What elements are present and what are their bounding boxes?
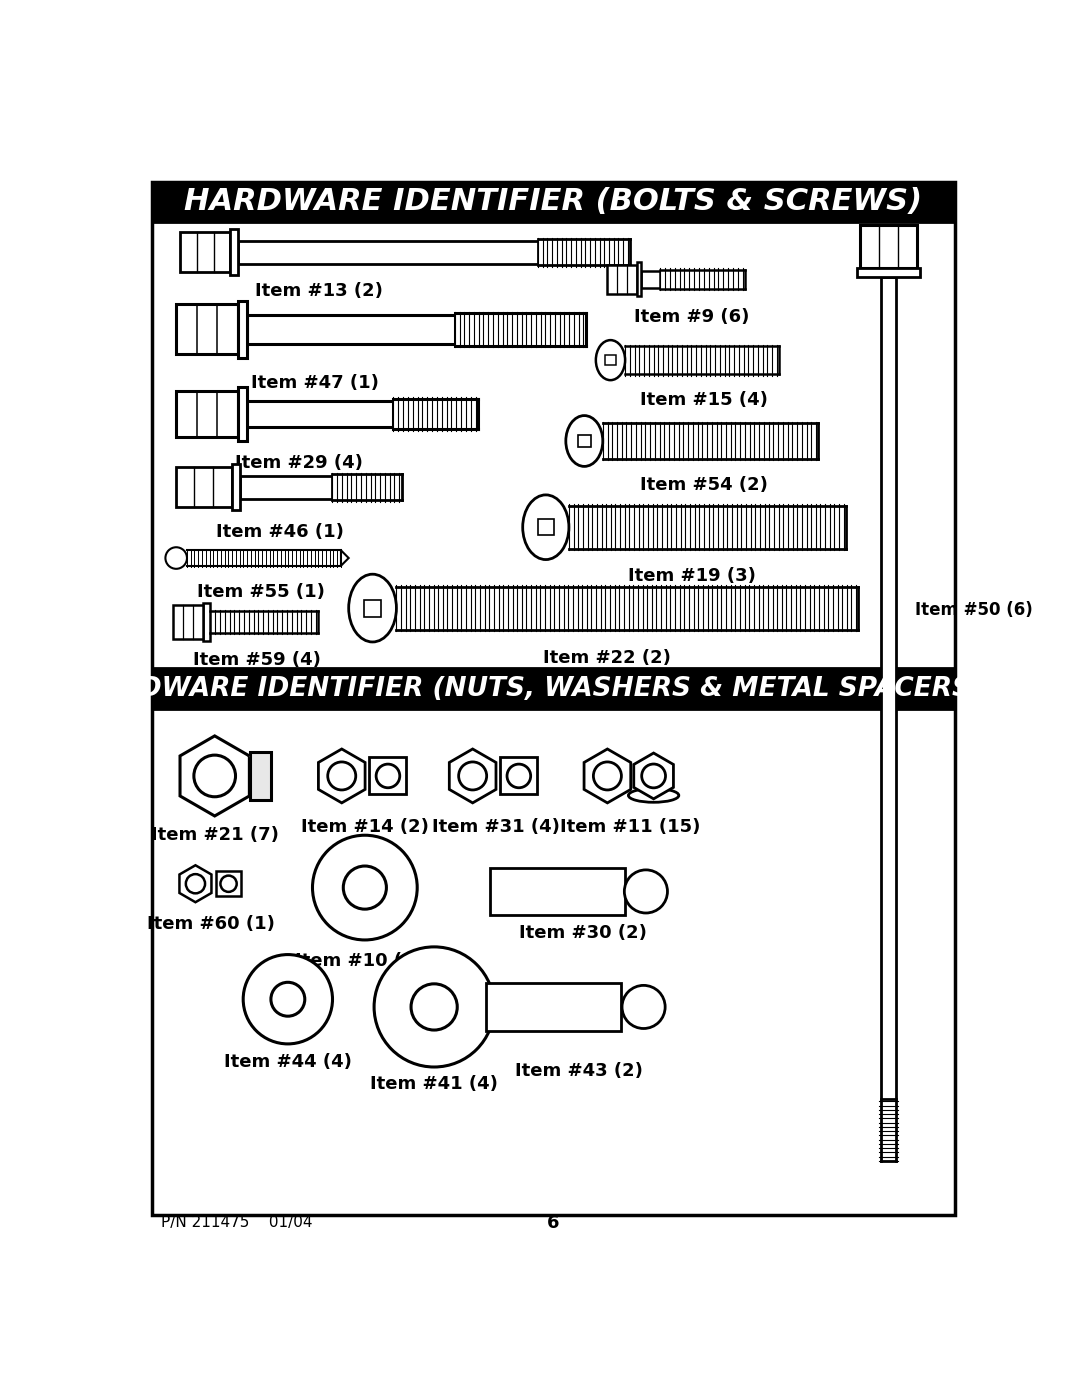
Circle shape (593, 761, 621, 789)
Bar (211, 610, 319, 633)
Bar (578, 434, 591, 447)
Circle shape (411, 983, 457, 1030)
Text: Item #30 (2): Item #30 (2) (518, 923, 647, 942)
Text: Item #11 (15): Item #11 (15) (561, 819, 701, 837)
Polygon shape (584, 749, 631, 803)
Text: HARDWARE IDENTIFIER (BOLTS & SCREWS): HARDWARE IDENTIFIER (BOLTS & SCREWS) (185, 187, 922, 217)
Text: P/N 211475    01/04: P/N 211475 01/04 (161, 1215, 312, 1229)
Circle shape (186, 875, 205, 893)
Bar (249, 752, 271, 800)
Bar (176, 305, 238, 355)
Text: Item #29 (4): Item #29 (4) (235, 454, 363, 472)
Circle shape (376, 764, 400, 788)
Polygon shape (179, 865, 212, 902)
Circle shape (624, 870, 667, 914)
Bar (396, 587, 859, 630)
Text: Item #14 (2): Item #14 (2) (301, 819, 429, 837)
Bar (881, 277, 896, 1099)
Bar (569, 506, 846, 549)
Text: Item #31 (4): Item #31 (4) (432, 819, 559, 837)
Bar (369, 757, 406, 795)
Bar (603, 423, 819, 458)
Circle shape (622, 985, 665, 1028)
Ellipse shape (566, 415, 603, 467)
Text: Item #44 (4): Item #44 (4) (224, 1053, 352, 1071)
Bar (500, 757, 538, 795)
Text: Item #50 (6): Item #50 (6) (916, 601, 1034, 619)
Circle shape (165, 548, 187, 569)
Bar (238, 387, 247, 440)
Ellipse shape (523, 495, 569, 560)
Text: Item #60 (1): Item #60 (1) (147, 915, 274, 933)
Circle shape (312, 835, 417, 940)
Bar (606, 355, 616, 365)
Bar (607, 264, 636, 293)
Bar (240, 475, 333, 499)
Text: Item #54 (2): Item #54 (2) (639, 475, 768, 493)
Bar (238, 240, 538, 264)
Bar (203, 604, 211, 641)
Bar (176, 467, 231, 507)
Text: Item #47 (1): Item #47 (1) (251, 374, 379, 393)
Bar (230, 229, 238, 275)
Bar (216, 872, 241, 897)
Polygon shape (341, 550, 349, 566)
Bar (176, 391, 238, 437)
Circle shape (459, 761, 487, 789)
Bar (636, 263, 642, 296)
Circle shape (507, 764, 530, 788)
Bar (538, 239, 631, 265)
Ellipse shape (349, 574, 396, 643)
Bar (393, 400, 478, 429)
Bar (490, 868, 624, 915)
Text: Item #15 (4): Item #15 (4) (639, 391, 768, 409)
Text: Item #43 (2): Item #43 (2) (515, 1062, 643, 1080)
Circle shape (642, 764, 665, 788)
Bar (856, 268, 920, 277)
Text: Item #19 (3): Item #19 (3) (629, 567, 756, 584)
Bar (247, 314, 455, 344)
Text: Item #13 (2): Item #13 (2) (255, 282, 382, 299)
Bar (238, 300, 247, 358)
Bar (231, 464, 240, 510)
Bar (625, 346, 779, 374)
Polygon shape (319, 749, 365, 803)
Bar (151, 182, 956, 222)
Bar (486, 983, 621, 1031)
Bar (180, 232, 230, 272)
Text: Item #21 (7): Item #21 (7) (151, 826, 279, 844)
Text: Item #10 (18): Item #10 (18) (295, 951, 435, 970)
Bar (455, 313, 585, 345)
Bar (173, 605, 203, 640)
Polygon shape (449, 749, 496, 803)
Bar (333, 474, 402, 500)
Circle shape (220, 876, 237, 891)
Bar (860, 225, 917, 268)
Bar (538, 520, 554, 535)
Circle shape (271, 982, 305, 1016)
Text: Item #9 (6): Item #9 (6) (634, 307, 750, 326)
Text: Item #22 (2): Item #22 (2) (543, 648, 672, 666)
Circle shape (374, 947, 495, 1067)
Polygon shape (180, 736, 249, 816)
Bar (247, 401, 393, 427)
Bar (151, 668, 956, 708)
Ellipse shape (596, 339, 625, 380)
Text: HARDWARE IDENTIFIER (NUTS, WASHERS & METAL SPACERS): HARDWARE IDENTIFIER (NUTS, WASHERS & MET… (78, 676, 984, 701)
Polygon shape (634, 753, 674, 799)
Text: Item #59 (4): Item #59 (4) (193, 651, 321, 669)
Circle shape (243, 954, 333, 1044)
Bar (364, 599, 381, 616)
Ellipse shape (629, 788, 679, 802)
Text: Item #41 (4): Item #41 (4) (370, 1074, 498, 1092)
Bar (660, 270, 745, 289)
Text: Item #46 (1): Item #46 (1) (216, 524, 345, 542)
Circle shape (327, 761, 355, 789)
Text: Item #55 (1): Item #55 (1) (197, 584, 325, 602)
Circle shape (343, 866, 387, 909)
Circle shape (194, 756, 235, 796)
Text: 6: 6 (548, 1214, 559, 1232)
Bar (642, 271, 660, 288)
